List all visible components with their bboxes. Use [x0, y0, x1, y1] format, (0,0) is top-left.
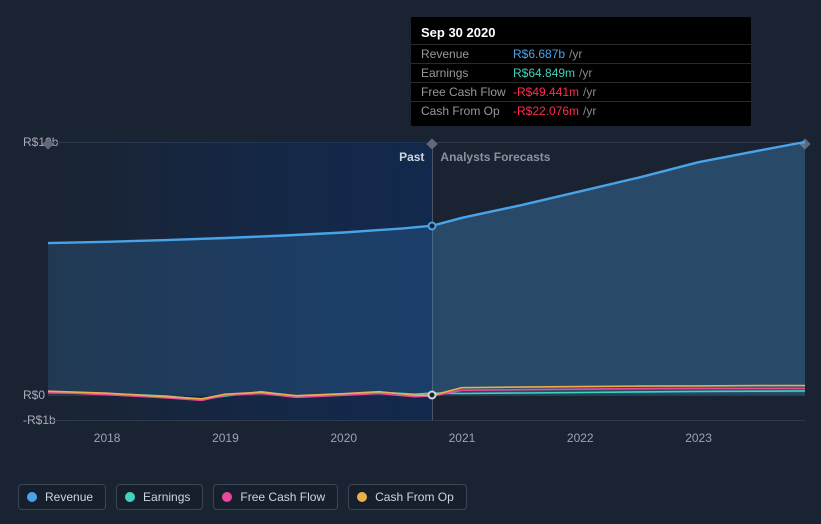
x-axis-label: 2018 — [94, 431, 121, 445]
tooltip-row: RevenueR$6.687b/yr — [411, 44, 751, 63]
past-label: Past — [399, 150, 424, 164]
gridline — [48, 420, 805, 421]
tooltip-row: Free Cash Flow-R$49.441m/yr — [411, 82, 751, 101]
tooltip-value: -R$22.076m — [513, 104, 579, 118]
tooltip-suffix: /yr — [583, 85, 596, 99]
tooltip-label: Free Cash Flow — [421, 85, 513, 99]
legend-swatch — [357, 492, 367, 502]
legend-item-free-cash-flow[interactable]: Free Cash Flow — [213, 484, 338, 510]
data-tooltip: Sep 30 2020 RevenueR$6.687b/yrEarningsR$… — [411, 17, 751, 126]
tooltip-label: Revenue — [421, 47, 513, 61]
tooltip-value: -R$49.441m — [513, 85, 579, 99]
legend-swatch — [27, 492, 37, 502]
legend-swatch — [222, 492, 232, 502]
x-axis-label: 2022 — [567, 431, 594, 445]
legend-item-cash-from-op[interactable]: Cash From Op — [348, 484, 467, 510]
tooltip-row: EarningsR$64.849m/yr — [411, 63, 751, 82]
tooltip-label: Earnings — [421, 66, 513, 80]
legend-label: Earnings — [143, 490, 190, 504]
x-axis-label: 2019 — [212, 431, 239, 445]
financials-chart[interactable]: R$10bR$0-R$1b PastAnalysts Forecasts 201… — [18, 122, 805, 480]
chart-svg — [48, 142, 805, 420]
tooltip-value: R$64.849m — [513, 66, 575, 80]
hover-marker-dot — [428, 221, 437, 230]
legend-item-earnings[interactable]: Earnings — [116, 484, 203, 510]
tooltip-value: R$6.687b — [513, 47, 565, 61]
chart-legend: Revenue Earnings Free Cash Flow Cash From O… — [18, 484, 467, 510]
tooltip-suffix: /yr — [569, 47, 582, 61]
legend-item-revenue[interactable]: Revenue — [18, 484, 106, 510]
tooltip-suffix: /yr — [583, 104, 596, 118]
x-axis-label: 2023 — [685, 431, 712, 445]
x-axis-label: 2021 — [449, 431, 476, 445]
forecast-label: Analysts Forecasts — [440, 150, 550, 164]
tooltip-row: Cash From Op-R$22.076m/yr — [411, 101, 751, 120]
legend-label: Cash From Op — [375, 490, 454, 504]
y-axis-label: R$0 — [23, 388, 45, 402]
legend-label: Free Cash Flow — [240, 490, 325, 504]
tooltip-date: Sep 30 2020 — [411, 23, 751, 44]
x-axis-label: 2020 — [330, 431, 357, 445]
legend-label: Revenue — [45, 490, 93, 504]
hover-marker-dot — [428, 390, 437, 399]
legend-swatch — [125, 492, 135, 502]
tooltip-suffix: /yr — [579, 66, 592, 80]
tooltip-label: Cash From Op — [421, 104, 513, 118]
